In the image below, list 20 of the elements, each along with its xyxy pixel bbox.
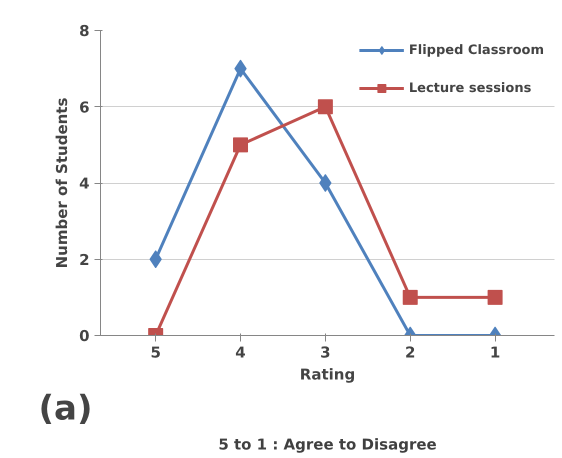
text: (a) (38, 388, 93, 428)
y-axis-title: Number of Students (53, 98, 72, 268)
point (319, 174, 332, 192)
x-tick-label: 1 (490, 344, 500, 362)
y-tick-label: 0 (79, 327, 90, 345)
x-tick-label: 4 (235, 344, 246, 362)
text: 5 to 1 : Agree to Disagree (218, 436, 437, 454)
y-tick-label: 8 (79, 22, 90, 40)
x-axis-title: Rating (300, 366, 356, 384)
y-tick-label: 2 (79, 250, 90, 269)
y-tick-label: 4 (79, 174, 90, 192)
point (234, 60, 247, 78)
point (318, 99, 333, 114)
x-tick-label: 2 (405, 344, 416, 362)
x-tick-label: 5 (150, 344, 161, 362)
point (233, 137, 248, 152)
x-tick-label: 3 (320, 344, 331, 362)
y-tick-label: 6 (79, 98, 90, 116)
legend-label: Lecture sessions (408, 80, 532, 96)
legend-label: Flipped Classroom (408, 42, 544, 58)
